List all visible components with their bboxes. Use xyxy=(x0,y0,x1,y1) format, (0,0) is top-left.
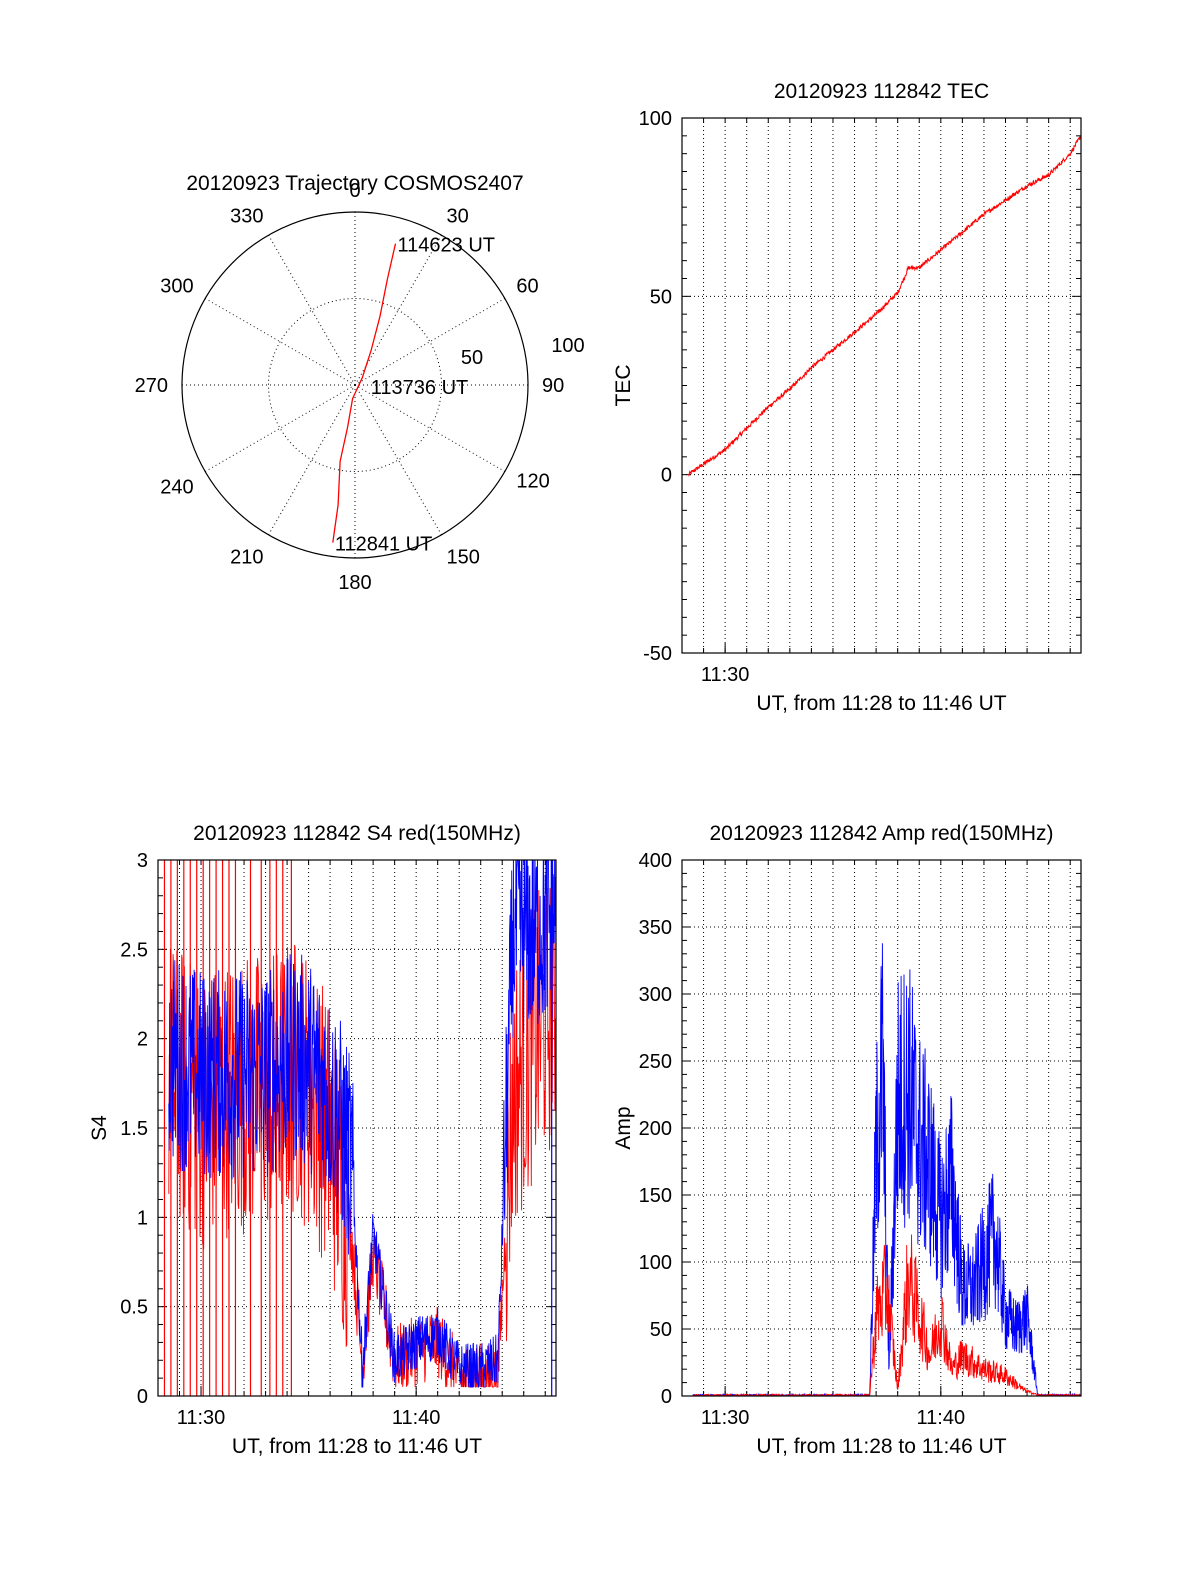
polar-azimuth-label-150: 150 xyxy=(447,546,480,568)
panel-title: 20120923 112842 S4 red(150MHz) xyxy=(193,822,521,845)
polar-azimuth-label-270: 270 xyxy=(135,375,168,397)
polar-azimuth-label-30: 30 xyxy=(447,206,469,228)
plot-frame xyxy=(681,117,1082,654)
amp-panel: 20120923 112842 Amp red(150MHz) 0 50 100 150… xyxy=(612,822,1082,1458)
plot-area xyxy=(688,135,1081,478)
x-axis-label: UT, from 11:28 to 11:46 UT xyxy=(756,692,1006,715)
y-tick-label: 350 xyxy=(639,917,672,939)
polar-grid-circle-50 xyxy=(268,298,442,472)
y-tick-label: 150 xyxy=(639,1185,672,1207)
y-tick-label: 50 xyxy=(650,1319,672,1341)
polar-azimuth-label-0: 0 xyxy=(349,180,360,202)
tec-panel: 20120923 112842 TEC -50 0 50 100 11:30 UT, fro… xyxy=(612,80,1082,715)
polar-radius-label-100: 100 xyxy=(551,335,584,357)
polar-spoke-330 xyxy=(268,234,356,386)
y-tick-label: 100 xyxy=(639,108,672,130)
y-tick-label: 0 xyxy=(661,1386,672,1408)
polar-azimuth-label-300: 300 xyxy=(160,276,193,298)
y-tick-label: -50 xyxy=(643,643,672,665)
y-tick-label: 1.5 xyxy=(120,1118,148,1140)
polar-azimuth-label-210: 210 xyxy=(230,546,263,568)
y-tick-label: 200 xyxy=(639,1118,672,1140)
y-tick-label: 300 xyxy=(639,984,672,1006)
polar-azimuth-label-330: 330 xyxy=(230,206,263,228)
s4-blue-series xyxy=(168,860,556,1388)
y-tick-label: 3 xyxy=(137,850,148,872)
polar-azimuth-label-120: 120 xyxy=(516,471,549,493)
plot-frame xyxy=(157,859,557,1397)
polar-azimuth-label-90: 90 xyxy=(542,375,564,397)
x-tick-label: 11:30 xyxy=(701,1407,750,1429)
polar-azimuth-label-240: 240 xyxy=(160,477,193,499)
x-tick-label: 11:30 xyxy=(701,664,750,686)
plot-area xyxy=(692,943,1081,1396)
x-tick-label: 11:30 xyxy=(177,1407,226,1429)
x-tick-label: 11:40 xyxy=(917,1407,966,1429)
panel-title: 20120923 112842 TEC xyxy=(774,80,989,103)
y-tick-label: 2 xyxy=(137,1029,148,1051)
polar-radius-label-50: 50 xyxy=(461,347,483,369)
polar-azimuth-label-180: 180 xyxy=(338,572,371,594)
y-axis-label: Amp xyxy=(612,1106,635,1149)
s4-panel: 20120923 112842 S4 red(150MHz) 0 0.5 1 1.5 2 2… xyxy=(88,822,557,1458)
panel-title: 20120923 112842 Amp red(150MHz) xyxy=(709,822,1053,845)
y-tick-label: 50 xyxy=(650,286,672,308)
y-tick-label: 100 xyxy=(639,1252,672,1274)
y-tick-label: 0 xyxy=(661,465,672,487)
y-tick-label: 2.5 xyxy=(120,939,148,961)
polar-trajectory-line xyxy=(332,243,397,543)
polar-annotation: 112841 UT xyxy=(335,534,432,556)
amp-blue-series xyxy=(692,943,1081,1396)
polar-spoke-300 xyxy=(204,298,356,386)
y-tick-label: 400 xyxy=(639,850,672,872)
x-axis-label: UT, from 11:28 to 11:46 UT xyxy=(756,1435,1006,1458)
y-tick-label: 0.5 xyxy=(120,1297,148,1319)
polar-spoke-30 xyxy=(354,234,442,386)
plot-area xyxy=(163,860,556,1396)
y-axis-label: S4 xyxy=(88,1115,111,1141)
polar-spoke-150 xyxy=(354,384,442,536)
polar-spoke-60 xyxy=(354,298,506,386)
polar-azimuth-label-60: 60 xyxy=(516,276,538,298)
polar-spoke-240 xyxy=(204,384,356,472)
y-tick-label: 250 xyxy=(639,1051,672,1073)
s4-red-series xyxy=(168,874,556,1388)
y-tick-label: 1 xyxy=(137,1207,148,1229)
tec-series-line xyxy=(688,135,1081,478)
polar-spoke-120 xyxy=(354,384,506,472)
y-axis-label: TEC xyxy=(612,365,635,407)
polar-title: 20120923 Trajectory COSMOS2407 xyxy=(186,172,523,195)
polar-annotation: 114623 UT xyxy=(398,235,495,257)
polar-annotation: 113736 UT xyxy=(371,377,468,399)
x-tick-label: 11:40 xyxy=(392,1407,441,1429)
x-axis-label: UT, from 11:28 to 11:46 UT xyxy=(232,1435,482,1458)
y-tick-label: 0 xyxy=(137,1386,148,1408)
plot-frame xyxy=(681,859,1082,1397)
polar-spoke-210 xyxy=(268,384,356,536)
